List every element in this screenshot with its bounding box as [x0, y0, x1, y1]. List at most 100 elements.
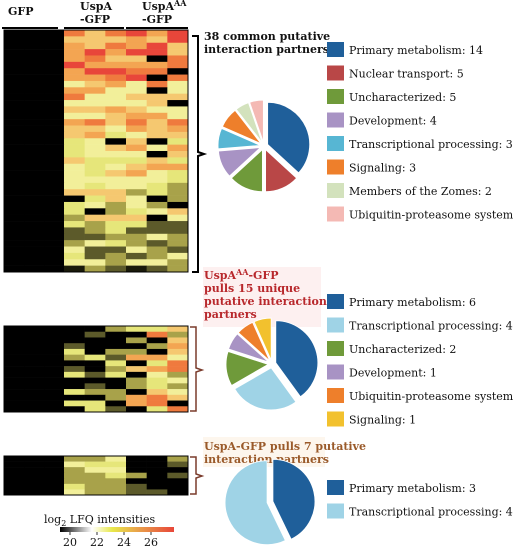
heatmap-cell — [24, 144, 45, 152]
section2-title-line2: pulls 15 unique — [204, 282, 300, 295]
colorbar: log2 LFQ intensities 20 22 24 26 — [44, 513, 174, 549]
heatmap-cell — [105, 252, 127, 260]
heatmap-cell — [24, 461, 45, 468]
heatmap-cell — [105, 259, 127, 266]
heatmap-cell — [126, 170, 147, 177]
heatmap-cell — [146, 201, 168, 209]
heatmap-cell — [167, 472, 189, 479]
heatmap-cell — [24, 176, 45, 184]
heatmap-cell — [44, 195, 65, 203]
heatmap-cell — [24, 55, 45, 63]
heatmap-cell — [64, 163, 85, 171]
pie-slice — [267, 101, 311, 174]
heatmap-cell — [24, 354, 45, 361]
heatmap-cell — [64, 106, 85, 114]
heatmap-cell — [105, 233, 127, 241]
heatmap-cell — [126, 100, 147, 107]
heatmap-uspaaa-unique — [3, 325, 189, 413]
heatmap-cell — [146, 30, 168, 37]
heatmap-cell — [84, 68, 106, 75]
heatmap-cell — [126, 337, 147, 344]
legend-label: Primary metabolism: 6 — [349, 296, 476, 309]
heatmap-cell — [126, 233, 147, 241]
heatmap-cell — [4, 331, 25, 338]
heatmap-cell — [105, 467, 127, 474]
heatmap-cell — [4, 93, 25, 101]
heatmap-cell — [64, 377, 85, 384]
heatmap-cell — [146, 144, 168, 152]
heatmap-cell — [4, 170, 25, 177]
heatmap-cell — [24, 472, 45, 479]
section2-title-line3: putative interaction — [204, 295, 327, 308]
heatmap-cell — [84, 233, 106, 241]
heatmap-cell — [105, 195, 127, 203]
heatmap-cell — [84, 348, 106, 355]
heatmap-cell — [44, 331, 65, 338]
heatmap-cell — [167, 371, 189, 378]
header-uspaaa-line2: -GFP — [142, 13, 172, 26]
heatmap-cell — [126, 208, 147, 215]
heatmap-cell — [4, 151, 25, 158]
heatmap-cell — [146, 489, 168, 496]
legend-label: Development: 1 — [349, 367, 437, 380]
heatmap-cell — [84, 461, 106, 468]
heatmap-cell — [146, 182, 168, 190]
heatmap-cell — [44, 259, 65, 266]
pie-slice — [228, 333, 269, 363]
heatmap-cell — [64, 208, 85, 215]
pie-uspa-unique — [224, 458, 316, 545]
heatmap-cell — [64, 144, 85, 152]
heatmap-cell — [84, 214, 106, 222]
heatmap-cell — [126, 68, 147, 75]
heatmap-cell — [167, 68, 189, 75]
heatmap-cell — [24, 377, 45, 384]
heatmap-cell — [64, 74, 85, 82]
heatmap-cell — [44, 461, 65, 468]
pie-slice — [265, 148, 298, 193]
heatmap-cell — [64, 478, 85, 485]
heatmap-cell — [167, 55, 189, 63]
heatmap-cell — [84, 176, 106, 184]
heatmap-cell — [64, 467, 85, 474]
heatmap-cell — [64, 176, 85, 184]
heatmap-cell — [146, 461, 168, 468]
heatmap-cell — [146, 80, 168, 88]
heatmap-cell — [167, 112, 189, 120]
heatmap-cell — [105, 74, 127, 82]
heatmap-cell — [4, 214, 25, 222]
heatmap-cell — [167, 36, 189, 44]
heatmap-cell — [24, 489, 45, 496]
heatmap-cell — [24, 68, 45, 75]
heatmap-cell — [4, 138, 25, 145]
bracket-uspaaa — [190, 326, 205, 412]
heatmap-cell — [84, 467, 106, 474]
heatmap-cell — [44, 265, 65, 273]
heatmap-cell — [105, 360, 127, 367]
heatmap-cell — [105, 456, 127, 462]
heatmap-cell — [24, 208, 45, 215]
heatmap-cell — [167, 389, 189, 396]
heatmap-cell — [84, 87, 106, 94]
heatmap-cell — [84, 331, 106, 338]
heatmap-cell — [44, 208, 65, 215]
heatmap-cell — [64, 259, 85, 266]
heatmap-cell — [146, 354, 168, 361]
heatmap-cell — [64, 326, 85, 333]
legend-label: Members of the Zomes: 2 — [349, 185, 492, 198]
heatmap-cell — [167, 80, 189, 88]
heatmap-cell — [105, 131, 127, 139]
heatmap-cell — [64, 456, 85, 462]
heatmap-cell — [84, 112, 106, 120]
heatmap-cell — [4, 240, 25, 247]
heatmap-cell — [105, 265, 127, 273]
header-gfp: GFP — [8, 5, 33, 18]
heatmap-cell — [167, 240, 189, 247]
legend-label: Ubiquitin-proteasome system: 2 — [349, 209, 514, 222]
heatmap-cell — [126, 182, 147, 190]
heatmap-cell — [44, 337, 65, 344]
heatmap-cell — [105, 227, 127, 235]
heatmap-cell — [44, 472, 65, 479]
colorbar-label: log2 LFQ intensities — [44, 513, 155, 528]
heatmap-cell — [4, 87, 25, 94]
heatmap-cell — [44, 214, 65, 222]
